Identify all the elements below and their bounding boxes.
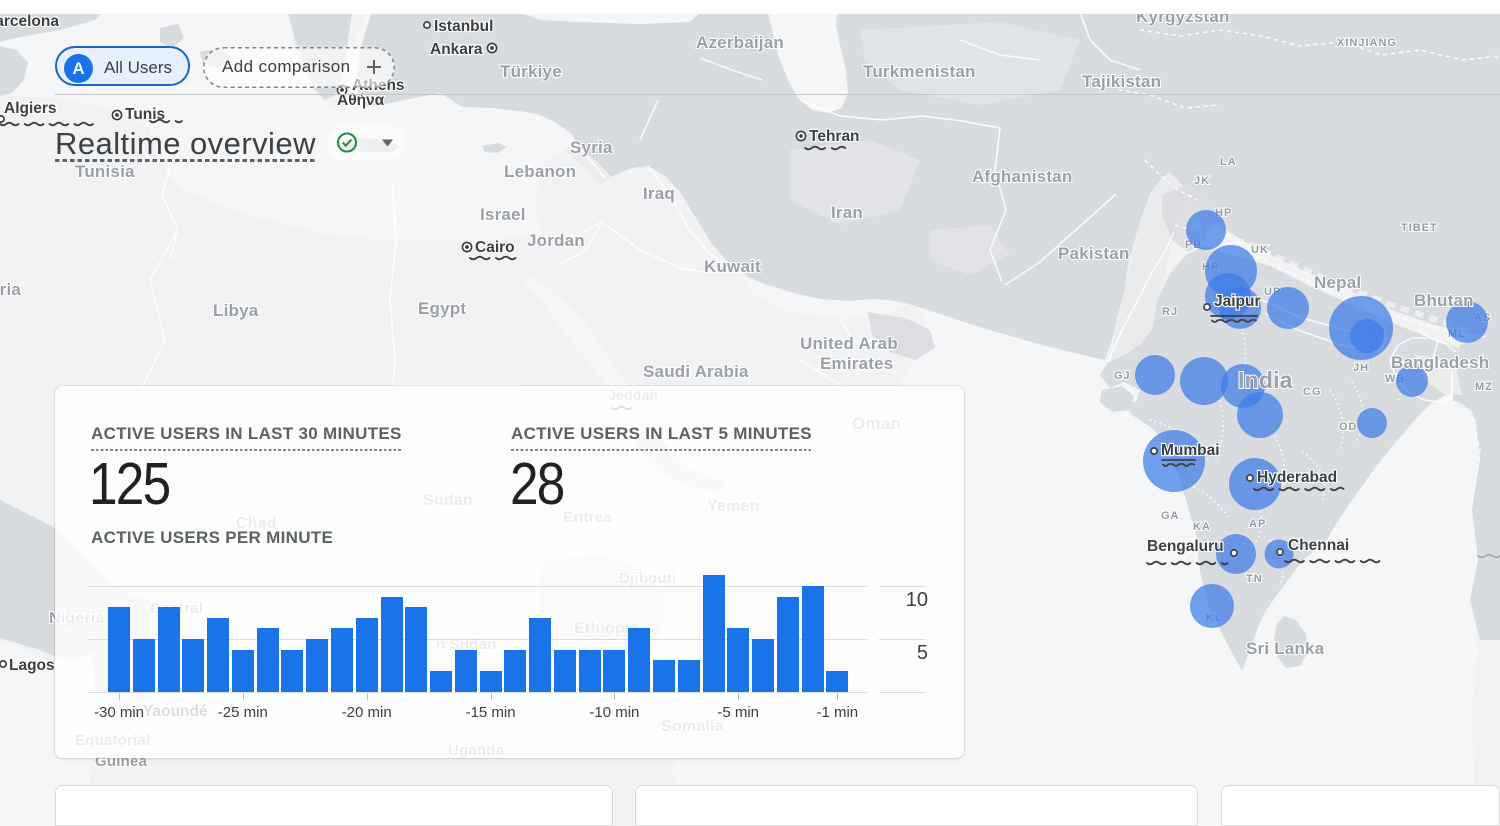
svg-text:Bengaluru: Bengaluru [1147, 538, 1224, 555]
svg-text:Mumbai: Mumbai [1161, 442, 1220, 459]
svg-text:Bhutan: Bhutan [1414, 291, 1474, 310]
svg-text:Türkiye: Türkiye [500, 62, 562, 81]
svg-text:Afghanistan: Afghanistan [972, 167, 1072, 186]
svg-text:Bangladesh: Bangladesh [1391, 353, 1489, 372]
svg-text:Azerbaijan: Azerbaijan [696, 33, 784, 52]
svg-text:Lebanon: Lebanon [504, 162, 576, 181]
svg-text:Ankara: Ankara [430, 41, 483, 58]
svg-text:Emirates: Emirates [820, 354, 893, 373]
svg-text:Egypt: Egypt [418, 299, 466, 318]
svg-text:XINJIANG: XINJIANG [1337, 37, 1397, 49]
svg-text:Nepal: Nepal [1314, 273, 1361, 292]
svg-text:Saudi Arabia: Saudi Arabia [643, 362, 749, 381]
svg-text:GJ: GJ [1114, 370, 1131, 382]
svg-text:OD: OD [1339, 421, 1358, 433]
svg-text:Iran: Iran [831, 203, 863, 222]
svg-text:Iraq: Iraq [643, 184, 675, 203]
svg-text:Syria: Syria [570, 138, 613, 157]
svg-text:Pakistan: Pakistan [1058, 244, 1130, 263]
svg-text:Jaipur: Jaipur [1214, 293, 1261, 310]
svg-text:JH: JH [1353, 362, 1369, 374]
svg-text:UK: UK [1251, 244, 1269, 256]
svg-text:Libya: Libya [213, 301, 259, 320]
svg-text:Hyderabad: Hyderabad [1257, 469, 1337, 486]
svg-text:Tehran: Tehran [809, 128, 860, 145]
svg-text:Istanbul: Istanbul [434, 18, 493, 35]
svg-text:Barcelona: Barcelona [0, 13, 59, 30]
svg-text:Tunis: Tunis [125, 106, 165, 123]
svg-text:TN: TN [1246, 573, 1263, 585]
svg-text:RJ: RJ [1162, 306, 1178, 318]
svg-text:Lagos: Lagos [9, 657, 55, 674]
svg-text:Algiers: Algiers [4, 100, 57, 117]
svg-text:JK: JK [1194, 175, 1210, 187]
svg-text:Αθήνα: Αθήνα [337, 92, 385, 109]
svg-text:Jordan: Jordan [527, 231, 585, 250]
svg-text:Sri Lanka: Sri Lanka [1246, 639, 1325, 658]
svg-text:Algeria: Algeria [0, 280, 21, 299]
svg-text:Turkmenistan: Turkmenistan [863, 62, 976, 81]
svg-text:Kuwait: Kuwait [704, 257, 761, 276]
svg-text:Tajikistan: Tajikistan [1082, 72, 1161, 91]
svg-text:Israel: Israel [480, 205, 526, 224]
svg-text:United Arab: United Arab [800, 334, 898, 353]
svg-text:LA: LA [1220, 156, 1237, 168]
svg-text:Cairo: Cairo [475, 239, 515, 256]
svg-text:CG: CG [1303, 386, 1322, 398]
svg-text:Chennai: Chennai [1288, 537, 1349, 554]
svg-text:MZ: MZ [1475, 381, 1493, 393]
svg-text:GA: GA [1161, 510, 1180, 522]
svg-text:KA: KA [1193, 521, 1211, 533]
svg-text:Tunisia: Tunisia [75, 162, 135, 181]
svg-text:AP: AP [1249, 518, 1266, 530]
svg-text:TIBET: TIBET [1401, 222, 1438, 234]
svg-text:India: India [1238, 367, 1293, 393]
